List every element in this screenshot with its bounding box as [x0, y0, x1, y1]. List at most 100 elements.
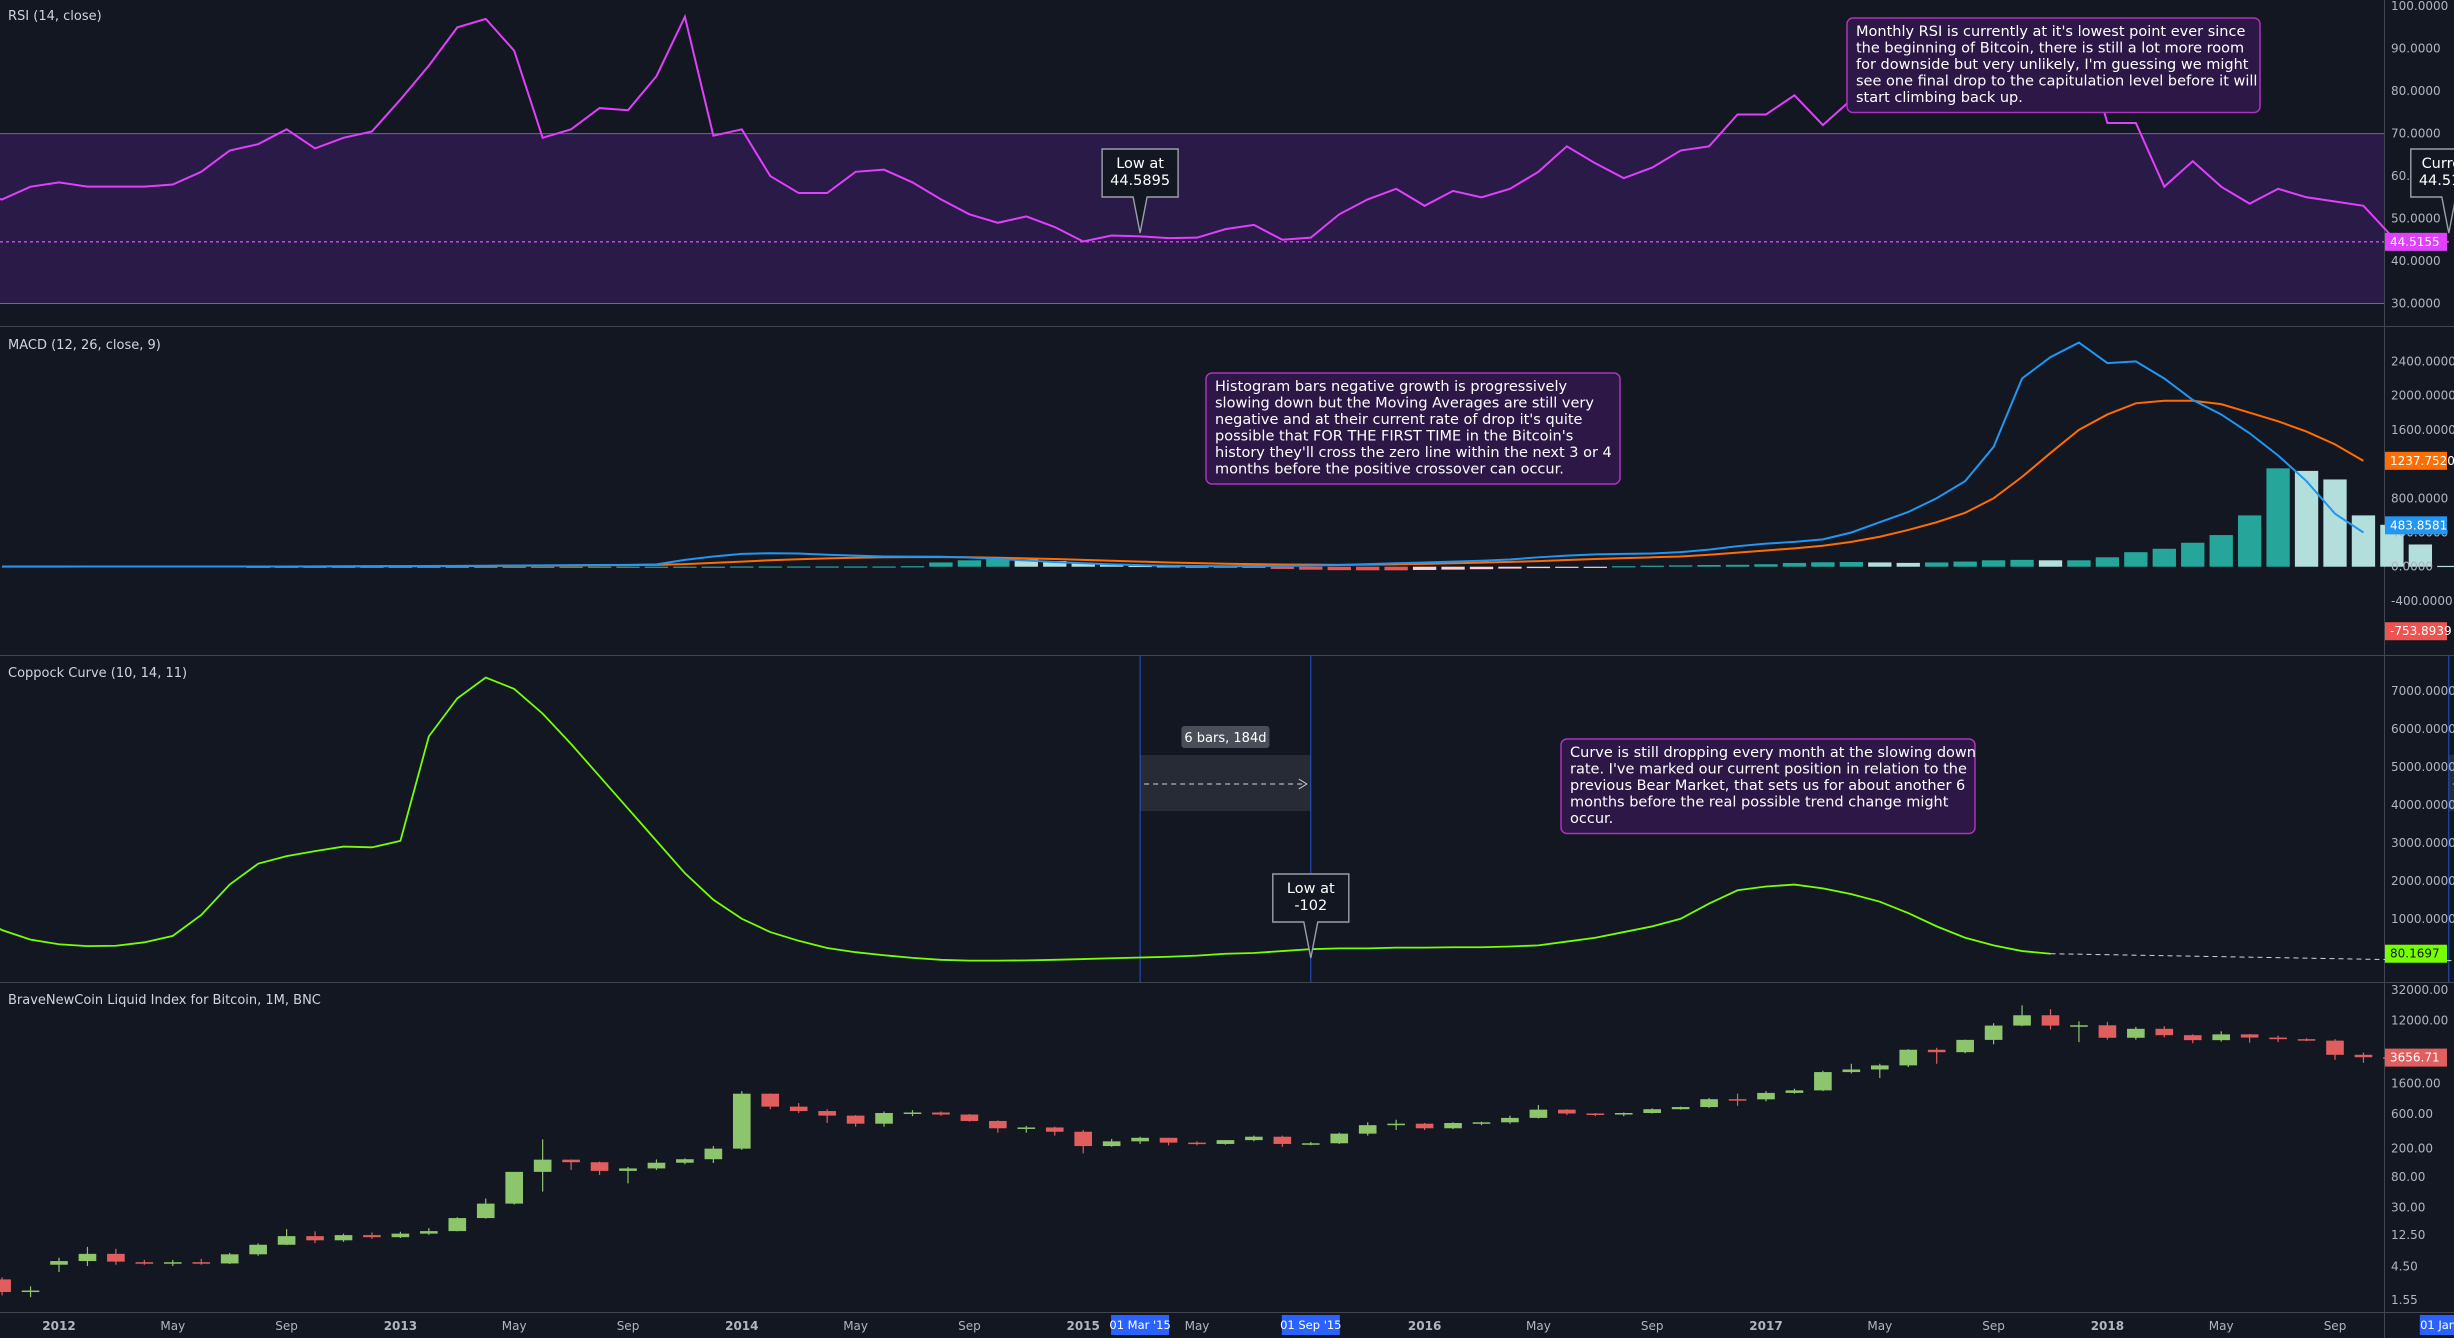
- date-range-box: [1140, 755, 1311, 811]
- candle-body: [1501, 1117, 1519, 1123]
- macd-histogram-bar: [1981, 560, 2006, 567]
- candle-body: [1387, 1123, 1405, 1126]
- macd-histogram-bar: [843, 566, 868, 568]
- macd-y-tick: 0.0000: [2391, 560, 2433, 574]
- price-y-tick: 600.00: [2391, 1107, 2433, 1121]
- candle-body: [2013, 1015, 2031, 1026]
- candle-body: [1984, 1025, 2003, 1040]
- price-pane-title: BraveNewCoin Liquid Index for Bitcoin, 1…: [8, 993, 321, 1008]
- macd-histogram-bar: [502, 566, 526, 568]
- candle-body: [107, 1253, 125, 1262]
- candle-body: [0, 1279, 11, 1293]
- candle-body: [818, 1111, 836, 1116]
- time-axis-label: 2017: [1749, 1319, 1782, 1333]
- candle-body: [533, 1159, 552, 1172]
- candle-body: [1472, 1122, 1491, 1124]
- macd-histogram-bar: [1925, 562, 1949, 567]
- candle-body: [1956, 1039, 1974, 1053]
- macd-histogram-bar: [1640, 565, 1664, 567]
- macd-histogram-bar: [1469, 566, 1494, 570]
- time-axis-label: Sep: [958, 1319, 981, 1333]
- macd-histogram-bar: [1441, 566, 1465, 570]
- price-y-tick: 80.00: [2391, 1170, 2425, 1184]
- candle-body: [78, 1253, 97, 1262]
- macd-histogram-bar: [644, 566, 669, 568]
- rsi-note-line: for downside but very unlikely, I'm gues…: [1856, 57, 2249, 73]
- time-axis-label: Sep: [1982, 1319, 2005, 1333]
- macd-histogram-bar: [787, 566, 811, 568]
- coppock-low-callout-text: Low at: [1287, 881, 1335, 897]
- coppock-low-callout-box: [1272, 873, 1350, 959]
- price-current-badge-bg: [2385, 1048, 2447, 1067]
- candle-body: [846, 1115, 865, 1124]
- price-pane: [0, 1005, 2401, 1298]
- candle-body: [163, 1262, 182, 1264]
- price-y-tick: 200.00: [2391, 1141, 2433, 1155]
- rsi-current-badge: 44.5155: [2390, 235, 2440, 249]
- time-axis-label: May: [1867, 1319, 1892, 1333]
- time-axis-label: 2016: [1408, 1319, 1441, 1333]
- candle-body: [476, 1203, 495, 1219]
- macd-histogram-bar: [929, 562, 953, 567]
- candle-body: [761, 1093, 780, 1107]
- macd-note-line: possible that FOR THE FIRST TIME in the …: [1215, 429, 1573, 445]
- macd-histogram-bar: [1782, 562, 1807, 567]
- time-axis: 2012 May Sep 2013 May Sep 2014 May Sep 2015 May 201…: [42, 1315, 2454, 1335]
- candle-body: [1102, 1141, 1121, 1147]
- macd-histogram-bar: [1356, 566, 1380, 571]
- time-axis-highlight-label: 01 Jan '19: [2420, 1318, 2454, 1332]
- price-y-tick: 12.50: [2391, 1228, 2425, 1242]
- macd-histogram-bar: [1583, 566, 1607, 568]
- rsi-current-callout-text: 44.5155: [2419, 173, 2454, 189]
- time-axis-highlight-bg: [1281, 1315, 1340, 1335]
- time-axis-label: May: [2209, 1319, 2234, 1333]
- macd-histogram-bar: [730, 566, 754, 568]
- candle-body: [220, 1254, 239, 1264]
- candle-body: [192, 1262, 211, 1264]
- rsi-note-box: [1846, 17, 2261, 114]
- macd-histogram-bar: [1213, 566, 1238, 568]
- candle-body: [732, 1093, 751, 1149]
- coppock-note-line: months before the real possible trend ch…: [1570, 795, 1949, 811]
- candle-body: [2155, 1028, 2174, 1036]
- macd-histogram-bar: [2323, 479, 2347, 567]
- candle-body: [420, 1231, 438, 1234]
- coppock-pane: 6 bars, 184d6 bars, 181d: [0, 656, 2454, 982]
- candle-body: [2070, 1025, 2088, 1027]
- candle-body: [2354, 1054, 2373, 1058]
- price-y-tick: 4.50: [2391, 1260, 2418, 1274]
- candle-body: [249, 1244, 267, 1255]
- macd-histogram-bar: [2095, 557, 2120, 567]
- rsi-low-callout-text: 44.5895: [1110, 173, 1170, 189]
- rsi-low-callout-text: Low at: [1116, 156, 1164, 172]
- macd-histogram-bar: [1839, 562, 1864, 567]
- candle-body: [875, 1112, 893, 1124]
- price-y-tick: 30.00: [2391, 1201, 2425, 1215]
- candle-body: [1700, 1099, 1718, 1108]
- macd-y-tick: 2400.0000: [2391, 354, 2454, 368]
- date-range-box: [2448, 755, 2454, 811]
- macd-histogram-bar: [360, 566, 384, 568]
- candle-body: [619, 1168, 637, 1171]
- macd-histogram-bar: [1412, 566, 1437, 570]
- candle-body: [21, 1290, 40, 1293]
- time-axis-label: May: [1526, 1319, 1551, 1333]
- macd-histogram-bar: [815, 566, 839, 568]
- time-axis-label: May: [843, 1319, 868, 1333]
- annotations: Monthly RSI is currently at it's lowest …: [1101, 17, 2454, 959]
- candle-body: [1671, 1107, 1690, 1110]
- macd-histogram-bar: [616, 566, 640, 568]
- time-axis-label: 2015: [1066, 1319, 1099, 1333]
- macd-histogram-bar: [2380, 524, 2404, 567]
- candle-body: [1614, 1112, 1633, 1115]
- macd-histogram-bar: [1754, 564, 1778, 567]
- candle-body: [1216, 1140, 1235, 1144]
- candle-body: [1131, 1137, 1149, 1142]
- coppock-y-tick: 2000.0000: [2391, 874, 2454, 888]
- macd-note-line: slowing down but the Moving Averages are…: [1215, 396, 1594, 412]
- macd-histogram-bar: [1128, 565, 1152, 568]
- candle-body: [1529, 1109, 1548, 1118]
- macd-pane: [2, 341, 2454, 571]
- macd-histogram-bar: [1014, 559, 1038, 567]
